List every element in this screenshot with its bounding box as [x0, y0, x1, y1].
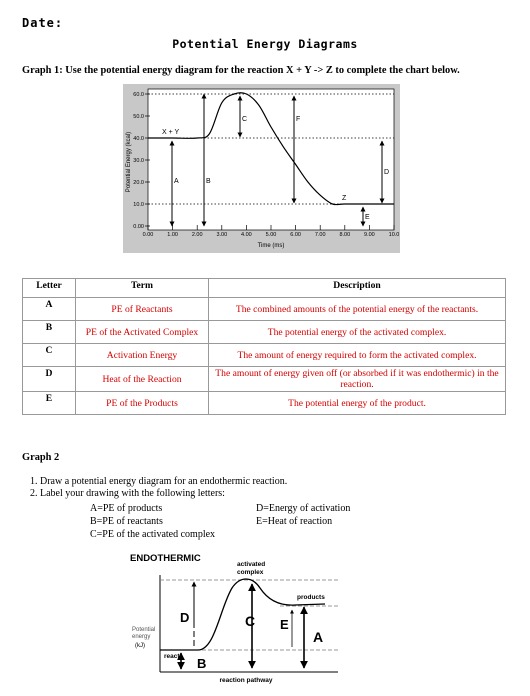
letter-b: B [206, 178, 211, 185]
activated-label: activated [237, 561, 265, 568]
legend-b: B=PE of reactants [90, 516, 163, 527]
x-tick-label: 5.00 [266, 232, 277, 238]
graph1-plot-area [147, 88, 395, 231]
instruction-list: Draw a potential energy diagram for an e… [22, 476, 287, 500]
legend-e: E=Heat of reaction [256, 516, 333, 527]
letter-a: A [174, 178, 179, 185]
x-tick-label: 0.00 [143, 232, 154, 238]
table-row: B PE of the Activated Complex The potent… [22, 320, 506, 344]
x-tick-label: 4.00 [241, 232, 252, 238]
y-tick-label: 50.0 [133, 114, 144, 120]
legend-d: D=Energy of activation [256, 503, 351, 514]
y-tick-label: 40.0 [133, 136, 144, 142]
page-title: Potential Energy Diagrams [172, 37, 358, 51]
description-cell: The potential energy of the activated co… [208, 320, 506, 344]
list-item: Label your drawing with the following le… [40, 488, 287, 500]
x-tick-label: 8.00 [339, 232, 350, 238]
term-cell: PE of Reactants [75, 297, 209, 321]
graph1-instruction: Graph 1: Use the potential energy diagra… [22, 65, 460, 76]
term-cell: Activation Energy [75, 343, 209, 367]
letter-a: A [313, 629, 323, 645]
letter-d: D [384, 169, 389, 176]
term-cell: PE of the Products [75, 391, 209, 415]
letter-cell: B [22, 320, 76, 344]
date-label: Date: [22, 16, 64, 30]
graph2-title: Graph 2 [22, 452, 60, 463]
header-letter: Letter [22, 278, 76, 298]
x-tick-label: 7.00 [315, 232, 326, 238]
letter-c: C [242, 116, 247, 123]
description-cell: The combined amounts of the potential en… [208, 297, 506, 321]
ylabel-energy: energy [132, 634, 150, 640]
x-tick-label: 9.00 [364, 232, 375, 238]
graph1-xlabel: Time (ms) [258, 243, 285, 249]
letter-e: E [280, 617, 289, 632]
product-label: Z [342, 195, 347, 202]
y-tick-label: 20.0 [133, 180, 144, 186]
header-description: Description [208, 278, 506, 298]
term-cell: Heat of the Reaction [75, 366, 209, 392]
ylabel-potential: Potential [132, 627, 155, 633]
table-row: C Activation Energy The amount of energy… [22, 343, 506, 367]
answer-chart: Letter Term Description A PE of Reactant… [22, 278, 506, 415]
legend-c: C=PE of the activated complex [90, 529, 216, 540]
x-tick-label: 1.00 [167, 232, 178, 238]
letter-cell: E [22, 391, 76, 415]
diagram-title: ENDOTHERMIC [130, 553, 201, 564]
term-cell: PE of the Activated Complex [75, 320, 209, 344]
graph1-figure: 0.00 10.0 20.0 30.0 40.0 50.0 60.0 0.00 1.00 2.0… [123, 84, 400, 253]
table-row: E PE of the Products The potential energ… [22, 391, 506, 415]
x-tick-label: 2.00 [192, 232, 203, 238]
y-tick-label: 60.0 [133, 92, 144, 98]
products-label: products [297, 594, 325, 601]
description-cell: The amount of energy given off (or absor… [208, 366, 506, 392]
y-tick-label: 30.0 [133, 158, 144, 164]
xlabel: reaction pathway [219, 677, 272, 684]
x-tick-label: 3.00 [216, 232, 227, 238]
table-row: A PE of Reactants The combined amounts o… [22, 297, 506, 321]
table-row: D Heat of the Reaction The amount of ene… [22, 366, 506, 392]
description-cell: The amount of energy required to form th… [208, 343, 506, 367]
ylabel-unit: (kJ) [135, 643, 145, 649]
y-tick-label: 0.00 [133, 224, 144, 230]
x-tick-label: 10.0 [389, 232, 400, 238]
letter-cell: D [22, 366, 76, 392]
endothermic-diagram: ENDOTHERMIC activated complex products P… [120, 548, 345, 686]
reactants-label: react [164, 653, 180, 660]
endothermic-curve [160, 578, 326, 651]
letter-d: D [180, 610, 189, 625]
letter-c: C [245, 613, 255, 629]
graph1-ylabel: Potential Energy (kcal) [126, 132, 132, 192]
header-term: Term [75, 278, 209, 298]
letter-b: B [197, 656, 206, 671]
list-item: Draw a potential energy diagram for an e… [40, 476, 287, 488]
letter-cell: A [22, 297, 76, 321]
reactants-label: X + Y [162, 129, 180, 136]
letter-e: E [365, 214, 370, 221]
y-tick-label: 10.0 [133, 202, 144, 208]
letter-f: F [296, 116, 300, 123]
letter-cell: C [22, 343, 76, 367]
x-tick-label: 6.00 [290, 232, 301, 238]
complex-label: complex [237, 569, 264, 576]
description-cell: The potential energy of the product. [208, 391, 506, 415]
legend-a: A=PE of products [90, 503, 163, 514]
